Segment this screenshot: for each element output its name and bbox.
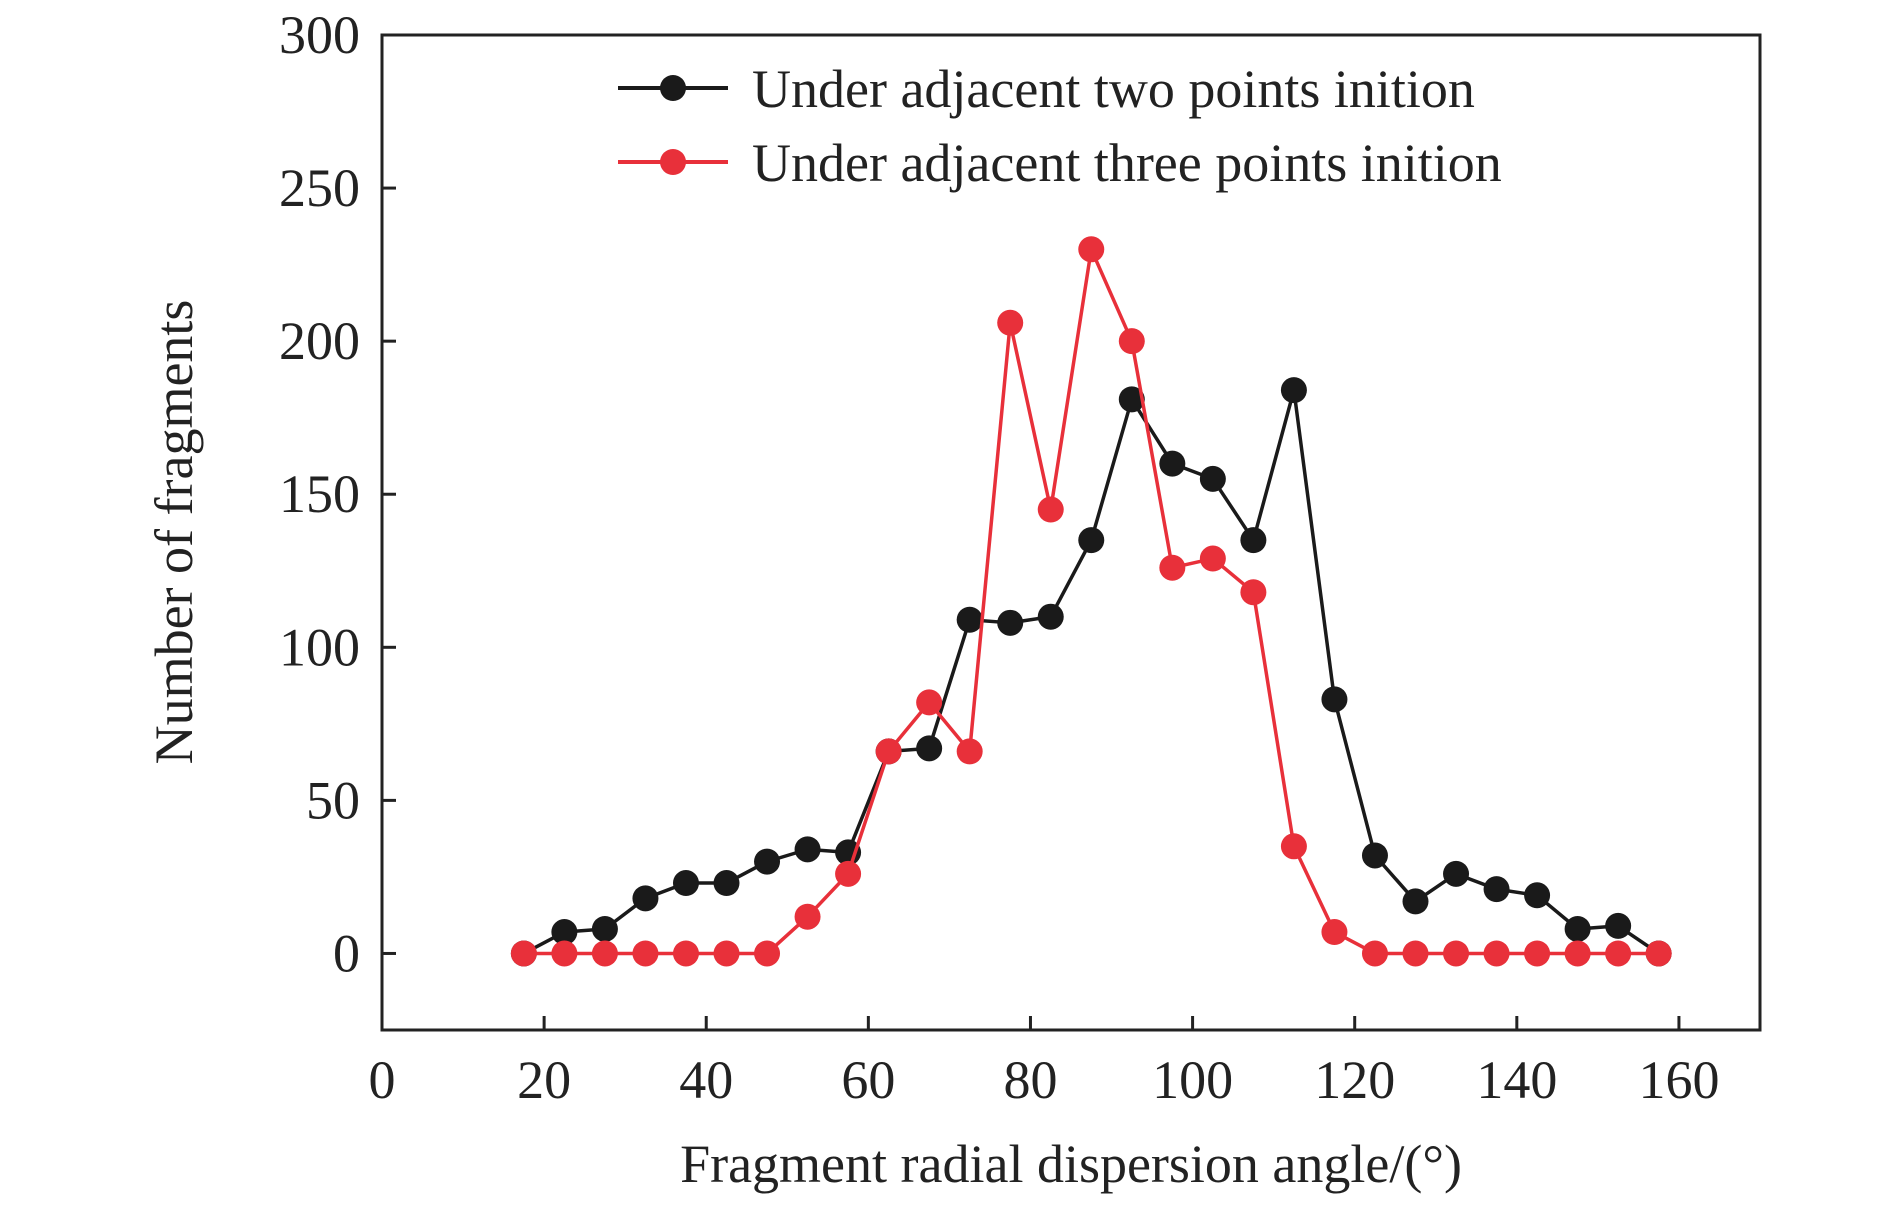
data-point-1-24 xyxy=(1483,940,1510,967)
x-tick-label: 140 xyxy=(1476,1050,1557,1110)
series-1 xyxy=(510,236,1672,967)
data-point-0-26 xyxy=(1564,915,1591,942)
x-axis-title: Fragment radial dispersion angle/(°) xyxy=(680,1134,1462,1194)
legend-item-three-points: Under adjacent three points inition xyxy=(618,133,1502,193)
axis-ticks xyxy=(380,33,1681,1030)
data-point-0-10 xyxy=(916,735,943,762)
legend-label-two-points: Under adjacent two points inition xyxy=(752,59,1475,119)
data-point-1-21 xyxy=(1361,940,1388,967)
series-0 xyxy=(510,377,1672,967)
data-point-0-18 xyxy=(1240,527,1267,554)
x-tick-label: 40 xyxy=(679,1050,733,1110)
data-point-1-20 xyxy=(1321,919,1348,946)
data-point-0-22 xyxy=(1402,888,1429,915)
data-point-0-27 xyxy=(1605,912,1632,939)
x-tick-label: 120 xyxy=(1314,1050,1395,1110)
data-point-1-28 xyxy=(1645,940,1672,967)
y-tick-label: 0 xyxy=(333,923,360,983)
data-point-1-14 xyxy=(1078,236,1105,263)
x-tick-label: 20 xyxy=(517,1050,571,1110)
data-point-1-8 xyxy=(835,860,862,887)
data-point-0-24 xyxy=(1483,876,1510,903)
legend: Under adjacent two points inition Under … xyxy=(618,59,1502,193)
data-point-0-23 xyxy=(1443,860,1470,887)
x-tick-label: 0 xyxy=(369,1050,396,1110)
data-point-0-2 xyxy=(591,915,618,942)
x-tick-label: 80 xyxy=(1003,1050,1057,1110)
data-point-1-25 xyxy=(1524,940,1551,967)
data-point-0-12 xyxy=(997,609,1024,636)
legend-label-three-points: Under adjacent three points inition xyxy=(752,133,1502,193)
data-point-1-2 xyxy=(591,940,618,967)
legend-marker-two-points xyxy=(660,75,686,101)
y-tick-label: 50 xyxy=(306,770,360,830)
data-point-1-7 xyxy=(794,903,821,930)
data-point-0-21 xyxy=(1361,842,1388,869)
data-point-1-9 xyxy=(875,738,902,765)
data-point-1-16 xyxy=(1159,554,1186,581)
data-point-0-3 xyxy=(632,885,659,912)
series-line-1 xyxy=(523,247,1659,956)
data-point-0-6 xyxy=(754,848,781,875)
legend-item-two-points: Under adjacent two points inition xyxy=(618,59,1475,119)
data-point-1-11 xyxy=(956,738,983,765)
y-tick-label: 150 xyxy=(279,464,360,524)
data-point-1-17 xyxy=(1199,545,1226,572)
data-point-1-3 xyxy=(632,940,659,967)
data-point-1-18 xyxy=(1240,579,1267,606)
data-point-1-13 xyxy=(1037,496,1064,523)
x-tick-label: 100 xyxy=(1152,1050,1233,1110)
y-axis-title: Number of fragments xyxy=(144,300,204,765)
tick-labels: 0 20 40 60 80 100 120 140 160 0 50 100 150 200 250 300 xyxy=(279,5,1719,1110)
data-point-0-14 xyxy=(1078,527,1105,554)
data-point-1-23 xyxy=(1443,940,1470,967)
data-point-1-19 xyxy=(1280,833,1307,860)
legend-marker-three-points xyxy=(660,149,686,175)
y-tick-label: 250 xyxy=(279,158,360,218)
y-tick-label: 100 xyxy=(279,617,360,677)
data-point-1-26 xyxy=(1564,940,1591,967)
x-tick-label: 60 xyxy=(841,1050,895,1110)
data-point-1-10 xyxy=(916,689,943,716)
data-point-0-11 xyxy=(956,606,983,633)
plot-frame xyxy=(380,33,1762,1032)
data-point-0-13 xyxy=(1037,603,1064,630)
y-tick-label: 200 xyxy=(279,311,360,371)
data-point-0-15 xyxy=(1118,386,1145,413)
y-tick-label: 300 xyxy=(279,5,360,65)
data-point-0-16 xyxy=(1159,450,1186,477)
data-point-0-1 xyxy=(551,919,578,946)
data-point-1-1 xyxy=(551,940,578,967)
data-point-0-25 xyxy=(1524,882,1551,909)
series-layer xyxy=(510,236,1672,967)
series-line-0 xyxy=(523,388,1660,956)
data-point-0-5 xyxy=(713,870,740,897)
data-point-0-7 xyxy=(794,836,821,863)
data-point-1-22 xyxy=(1402,940,1429,967)
data-point-1-4 xyxy=(672,940,699,967)
data-point-1-27 xyxy=(1605,940,1632,967)
data-point-0-17 xyxy=(1199,465,1226,492)
data-point-1-12 xyxy=(997,309,1024,336)
data-point-1-5 xyxy=(713,940,740,967)
data-point-1-15 xyxy=(1118,328,1145,355)
data-point-0-19 xyxy=(1280,377,1307,404)
data-point-1-0 xyxy=(510,940,537,967)
x-tick-label: 160 xyxy=(1638,1050,1719,1110)
data-point-0-4 xyxy=(672,870,699,897)
data-point-0-20 xyxy=(1321,686,1348,713)
data-point-1-6 xyxy=(754,940,781,967)
